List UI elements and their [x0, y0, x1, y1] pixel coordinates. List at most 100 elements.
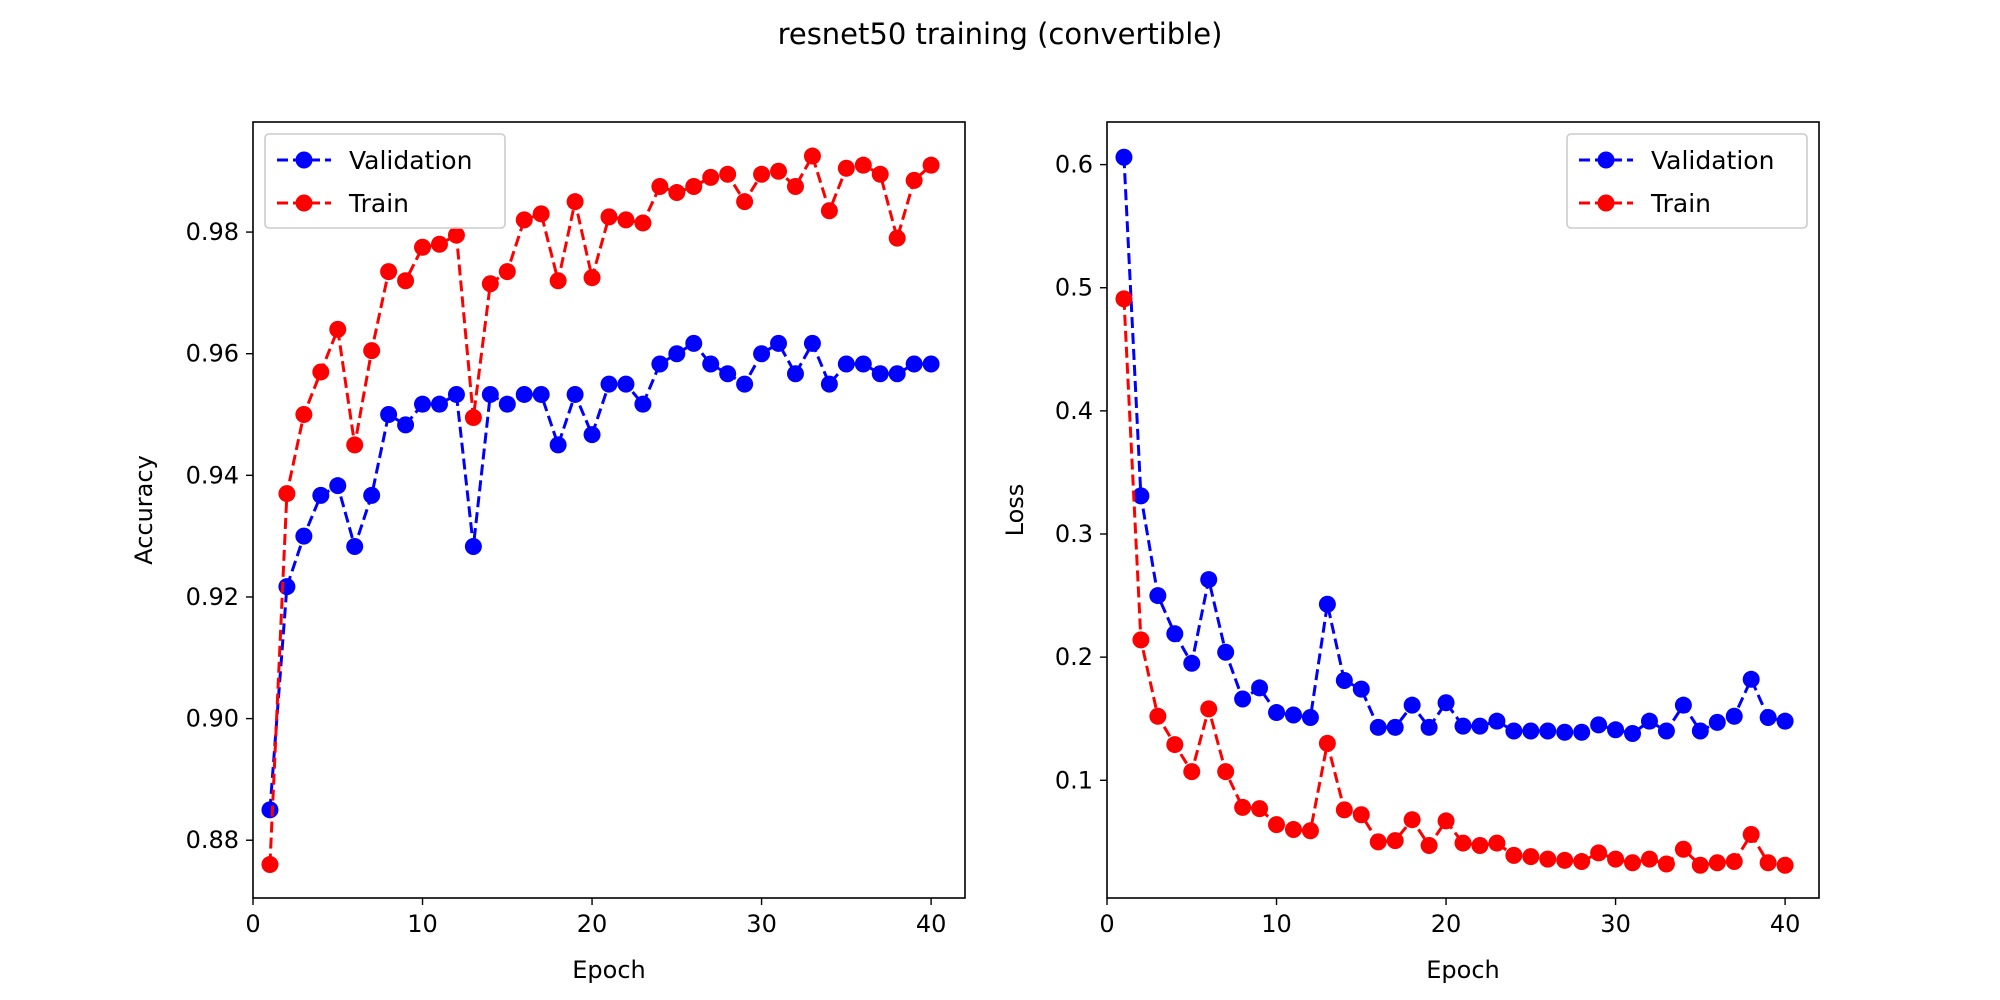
- accuracy-validation-line: [268, 339, 932, 810]
- accuracy-train-point: [854, 156, 872, 174]
- loss-validation-point: [1132, 487, 1150, 505]
- accuracy-train-point: [363, 342, 381, 360]
- loss-train-point: [1556, 851, 1574, 869]
- accuracy-train-point: [312, 363, 330, 381]
- loss-validation-point: [1437, 694, 1455, 712]
- loss-train-point: [1386, 832, 1404, 850]
- accuracy-train-point: [498, 263, 516, 281]
- loss-validation-point: [1268, 704, 1286, 722]
- loss-train-point: [1268, 816, 1286, 834]
- loss-train-point: [1522, 848, 1540, 866]
- loss-train-point: [1149, 707, 1167, 725]
- accuracy-validation-point: [803, 334, 821, 352]
- loss-train-point: [1318, 734, 1336, 752]
- accuracy-x-tick-label: 20: [577, 910, 608, 938]
- loss-validation-point: [1488, 712, 1506, 730]
- accuracy-x-tick-label: 0: [245, 910, 260, 938]
- loss-validation-point: [1301, 708, 1319, 726]
- loss-train-point: [1539, 850, 1557, 868]
- accuracy-panel: 0 10 20 30 40 0.88 0.90 0.92 0.94 0.96 0.98 Epoch Ac…: [130, 121, 966, 984]
- loss-train-point: [1454, 834, 1472, 852]
- loss-y-axis-label: Loss: [1001, 484, 1029, 537]
- loss-validation-point: [1640, 712, 1658, 730]
- accuracy-train-point: [532, 205, 550, 223]
- accuracy-validation-point: [753, 345, 771, 363]
- accuracy-train-point: [685, 177, 703, 195]
- accuracy-train-point: [753, 165, 771, 183]
- accuracy-validation-point: [617, 375, 635, 393]
- accuracy-validation-point: [380, 406, 398, 424]
- accuracy-y-tick-label: 0.96: [186, 340, 239, 368]
- accuracy-validation-point: [583, 426, 601, 444]
- accuracy-y-tick-label: 0.98: [186, 218, 239, 246]
- accuracy-train-point: [464, 409, 482, 427]
- accuracy-train-point: [414, 238, 432, 256]
- loss-legend-validation-label: Validation: [1651, 146, 1774, 175]
- accuracy-train-point: [668, 184, 686, 202]
- loss-validation-point: [1200, 571, 1218, 589]
- loss-validation-point: [1725, 707, 1743, 725]
- loss-x-tick-label: 20: [1431, 910, 1462, 938]
- accuracy-x-tick-label: 40: [916, 910, 947, 938]
- accuracy-legend-train-label: Train: [348, 189, 409, 218]
- accuracy-train-point: [617, 211, 635, 229]
- loss-y-tick-label: 0.2: [1055, 643, 1093, 671]
- loss-legend-train-label: Train: [1650, 189, 1711, 218]
- accuracy-validation-point: [600, 375, 618, 393]
- accuracy-train-point: [329, 320, 347, 338]
- accuracy-train-point: [922, 156, 940, 174]
- loss-validation-point: [1166, 625, 1184, 643]
- loss-validation-point: [1573, 723, 1591, 741]
- accuracy-validation-point: [430, 395, 448, 413]
- loss-train-point: [1640, 850, 1658, 868]
- loss-validation-point: [1251, 679, 1269, 697]
- accuracy-validation-point: [786, 365, 804, 383]
- accuracy-train-point: [583, 269, 601, 287]
- accuracy-validation-point: [549, 436, 567, 454]
- loss-x-tick-label: 40: [1770, 910, 1801, 938]
- loss-train-point: [1115, 290, 1133, 308]
- loss-validation-point: [1369, 718, 1387, 736]
- loss-train-point: [1352, 806, 1370, 824]
- accuracy-train-point: [295, 406, 313, 424]
- loss-train-point: [1200, 700, 1218, 718]
- accuracy-validation-point: [888, 365, 906, 383]
- loss-train-point: [1776, 856, 1794, 874]
- accuracy-train-point: [803, 147, 821, 165]
- loss-y-tick-label: 0.4: [1055, 397, 1093, 425]
- accuracy-train-point: [278, 485, 296, 503]
- loss-axes-frame: [1106, 121, 1820, 899]
- loss-y-tick-label: 0.6: [1055, 151, 1093, 179]
- loss-x-tick-label: 0: [1099, 910, 1114, 938]
- loss-validation-point: [1149, 587, 1167, 605]
- loss-train-point: [1657, 855, 1675, 873]
- accuracy-legend-validation-label: Validation: [349, 146, 472, 175]
- loss-train-point: [1573, 853, 1591, 871]
- loss-x-tick-label: 10: [1261, 910, 1292, 938]
- accuracy-validation-point: [905, 355, 923, 373]
- accuracy-validation-point: [329, 477, 347, 495]
- accuracy-train-point: [515, 211, 533, 229]
- accuracy-train-point: [447, 226, 465, 244]
- accuracy-train-point: [651, 177, 669, 195]
- accuracy-train-point: [430, 235, 448, 253]
- loss-train-point: [1624, 854, 1642, 872]
- loss-validation-point: [1335, 672, 1353, 690]
- accuracy-train-point: [736, 193, 754, 211]
- loss-validation-line: [1122, 157, 1786, 736]
- loss-validation-point: [1284, 706, 1302, 724]
- loss-validation-point: [1352, 680, 1370, 698]
- accuracy-validation-point: [770, 334, 788, 352]
- loss-train-point: [1234, 798, 1252, 816]
- accuracy-validation-point: [871, 365, 889, 383]
- accuracy-validation-point: [532, 385, 550, 403]
- accuracy-train-point: [397, 272, 415, 290]
- loss-x-tick-label: 30: [1600, 910, 1631, 938]
- loss-validation-point: [1607, 721, 1625, 739]
- loss-legend-train-marker: [1597, 194, 1615, 212]
- loss-validation-point: [1539, 722, 1557, 740]
- loss-validation-point: [1691, 722, 1709, 740]
- accuracy-y-tick-label: 0.94: [186, 461, 239, 489]
- loss-y-tick-label: 0.5: [1055, 274, 1093, 302]
